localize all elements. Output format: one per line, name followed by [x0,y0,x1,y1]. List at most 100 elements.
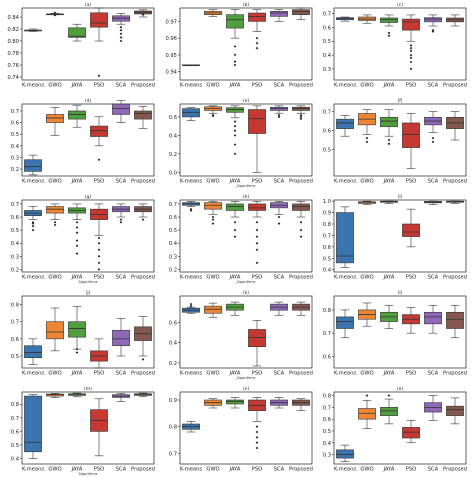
chart-panel: (o) 0.3 0.4 0.5 0.6 0.7 0.8 K-means GWO JAYA PSO SC… [323,386,467,473]
outlier-point [53,11,57,15]
box-iqr [380,17,398,23]
x-tick-label: SCA [274,371,285,377]
x-tick-label: K-means [334,371,356,377]
x-tick-label: GWO [48,275,61,281]
box-proposed [292,398,310,411]
y-tick-label: 0.5 [11,132,19,138]
x-tick-label: JAYA [71,371,83,377]
chart-panel: (b) 0.94 0.95 0.96 0.97 K-means GWO JAYA PSO SCA P… [165,2,313,89]
x-tick-label: GWO [206,83,219,89]
x-tick-label: JAYA [229,371,241,377]
outlier-point [97,74,101,78]
outlier-point [141,218,145,221]
x-tick-label: PSO [252,275,263,281]
x-tick-label: SCA [274,83,285,89]
x-tick-label: Proposed [443,83,467,89]
y-tick-label: 0.7 [169,451,177,457]
box-iqr [226,107,244,113]
y-tick-label: 0.96 [165,36,177,42]
x-tick-label: SCA [116,83,127,89]
outlier-point [233,228,237,232]
x-tick-label: PSO [406,179,417,185]
x-tick-label: JAYA [71,275,83,281]
panel-title: (i) [398,194,403,200]
outlier-point [255,436,259,439]
outlier-point [277,115,281,119]
box-sca [112,100,130,123]
box-pso [402,14,420,71]
box-k-means [182,64,200,67]
box-iqr [402,18,420,31]
outlier-point [409,60,413,64]
outlier-point [299,220,303,224]
x-tick-label: K-means [22,467,44,473]
box-k-means [24,206,42,232]
box-jaya [68,305,86,354]
outlier-point [255,46,259,50]
x-tick-label: SCA [428,275,439,281]
x-tick-label: Proposed [443,179,467,185]
y-tick-label: 0.5 [11,443,19,449]
y-tick-label: 0.7 [323,110,331,116]
x-tick-label: Proposed [443,467,467,473]
y-tick-label: 0.76 [7,63,19,69]
box-iqr [292,9,310,15]
panel-title: (g) [85,194,92,200]
x-tick-label: JAYA [383,371,395,377]
x-tick-label: Proposed [443,275,467,281]
outlier-point [31,228,35,232]
box-iqr [112,329,130,347]
box-iqr [402,122,420,148]
panel-title: (o) [397,386,404,392]
box-iqr [90,125,108,137]
outlier-point [97,241,101,245]
box-k-means [24,28,42,32]
x-tick-label: K-means [180,179,202,185]
outlier-point [233,235,237,238]
box-iqr [24,395,42,453]
outlier-point [119,218,123,221]
x-tick-label: K-means [180,467,202,473]
y-tick-label: 0.6 [11,121,19,127]
panel-title: (h) [243,194,250,200]
plot-frame [333,7,467,81]
outlier-point [255,228,259,232]
box-iqr [446,311,464,329]
box-pso [402,113,420,169]
x-tick-label: PSO [94,275,105,281]
outlier-point [365,136,369,140]
panel-title: (l) [398,290,403,296]
outlier-point [365,394,369,397]
x-tick-label: GWO [48,371,61,377]
chart-panel: (i) 0.4 0.5 0.6 0.7 0.8 0.9 1.0 K-means GWO JAYA PS… [323,194,467,281]
box-k-means [336,444,354,462]
x-tick-label: Proposed [131,467,155,473]
y-tick-label: 0.74 [7,75,19,81]
x-tick-label: Proposed [443,371,467,377]
box-iqr [358,408,376,420]
y-tick-label: 0.97 [165,19,177,25]
outlier-point [255,241,259,245]
outlier-point [119,36,123,39]
x-tick-label: PSO [406,83,417,89]
box-sca [424,111,442,144]
plot-frame [21,295,155,369]
outlier-point [387,34,391,37]
y-tick-label: 0.78 [7,51,19,57]
outlier-point [233,60,237,63]
x-tick-label: GWO [206,275,219,281]
box-gwo [46,307,64,352]
x-tick-label: PSO [406,275,417,281]
box-proposed [134,9,152,18]
box-pso [90,116,108,162]
y-tick-label: 0.5 [323,39,331,45]
chart-panel: (a) 0.74 0.76 0.78 0.80 0.82 0.84 K-means GWO JAY… [7,2,155,89]
plot-frame [179,103,313,177]
y-tick-label: 0.6 [169,215,177,221]
box-pso [402,208,420,248]
y-tick-label: 0.3 [323,67,331,73]
x-tick-label: Proposed [131,83,155,89]
outlier-point [277,113,281,117]
panel-title: (j) [86,290,91,296]
box-gwo [358,302,376,327]
